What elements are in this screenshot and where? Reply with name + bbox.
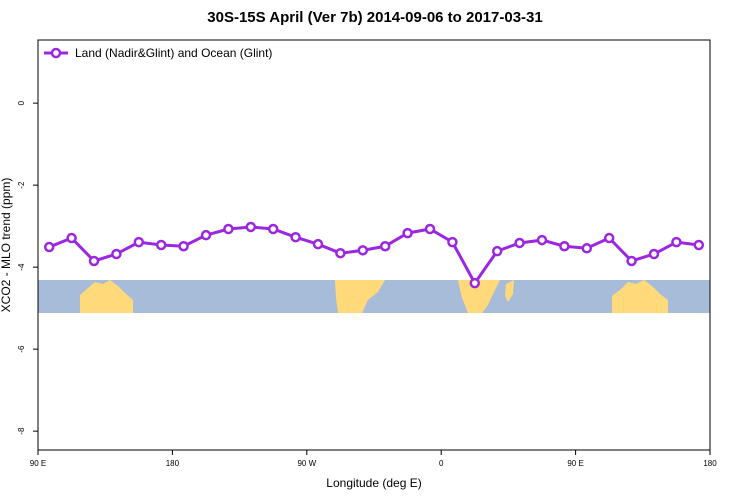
chart-title: 30S-15S April (Ver 7b) 2014-09-06 to 201… bbox=[207, 9, 542, 26]
point bbox=[379, 240, 391, 252]
y-tick-label: -2 bbox=[17, 181, 26, 189]
x-tick-label: 90 E bbox=[30, 459, 46, 468]
point bbox=[671, 236, 682, 248]
series-line bbox=[48, 225, 699, 286]
x-tick-label: 0 bbox=[439, 459, 444, 468]
y-tick-label: -6 bbox=[17, 345, 26, 353]
point bbox=[267, 223, 279, 235]
point bbox=[626, 255, 637, 267]
point bbox=[312, 238, 324, 250]
point bbox=[290, 231, 301, 243]
point bbox=[514, 237, 525, 249]
point bbox=[469, 277, 481, 289]
point bbox=[693, 239, 705, 251]
point bbox=[424, 223, 436, 235]
point bbox=[491, 245, 503, 257]
y-axis-label: XCO2 - MLO trend (ppm) bbox=[0, 178, 13, 313]
point bbox=[581, 243, 593, 254]
legend-marker bbox=[50, 47, 62, 59]
point bbox=[43, 241, 55, 253]
point bbox=[111, 248, 122, 260]
point bbox=[66, 232, 77, 244]
x-tick-label: 180 bbox=[703, 459, 717, 468]
x-tick-label: 90 E bbox=[567, 459, 583, 468]
y-tick-label: 0 bbox=[17, 100, 26, 105]
map-strip bbox=[38, 280, 710, 313]
point bbox=[402, 227, 413, 239]
point bbox=[603, 232, 615, 244]
legend-label: Land (Nadir&Glint) and Ocean (Glint) bbox=[75, 46, 272, 60]
point bbox=[447, 236, 458, 248]
point bbox=[559, 240, 570, 252]
point bbox=[245, 221, 257, 233]
x-axis-label: Longitude (deg E) bbox=[326, 476, 421, 490]
point bbox=[335, 247, 346, 259]
x-tick-label: 90 W bbox=[297, 459, 316, 468]
y-tick-label: -8 bbox=[17, 427, 26, 435]
point bbox=[648, 248, 660, 260]
point bbox=[200, 229, 212, 241]
point bbox=[536, 234, 548, 246]
point bbox=[133, 236, 145, 248]
point bbox=[223, 223, 234, 235]
point bbox=[155, 239, 167, 251]
plot-frame bbox=[37, 39, 711, 451]
x-tick-label: 180 bbox=[166, 459, 180, 468]
point bbox=[357, 245, 369, 256]
point bbox=[178, 240, 189, 252]
point bbox=[88, 255, 100, 267]
y-tick-label: -4 bbox=[17, 263, 26, 271]
